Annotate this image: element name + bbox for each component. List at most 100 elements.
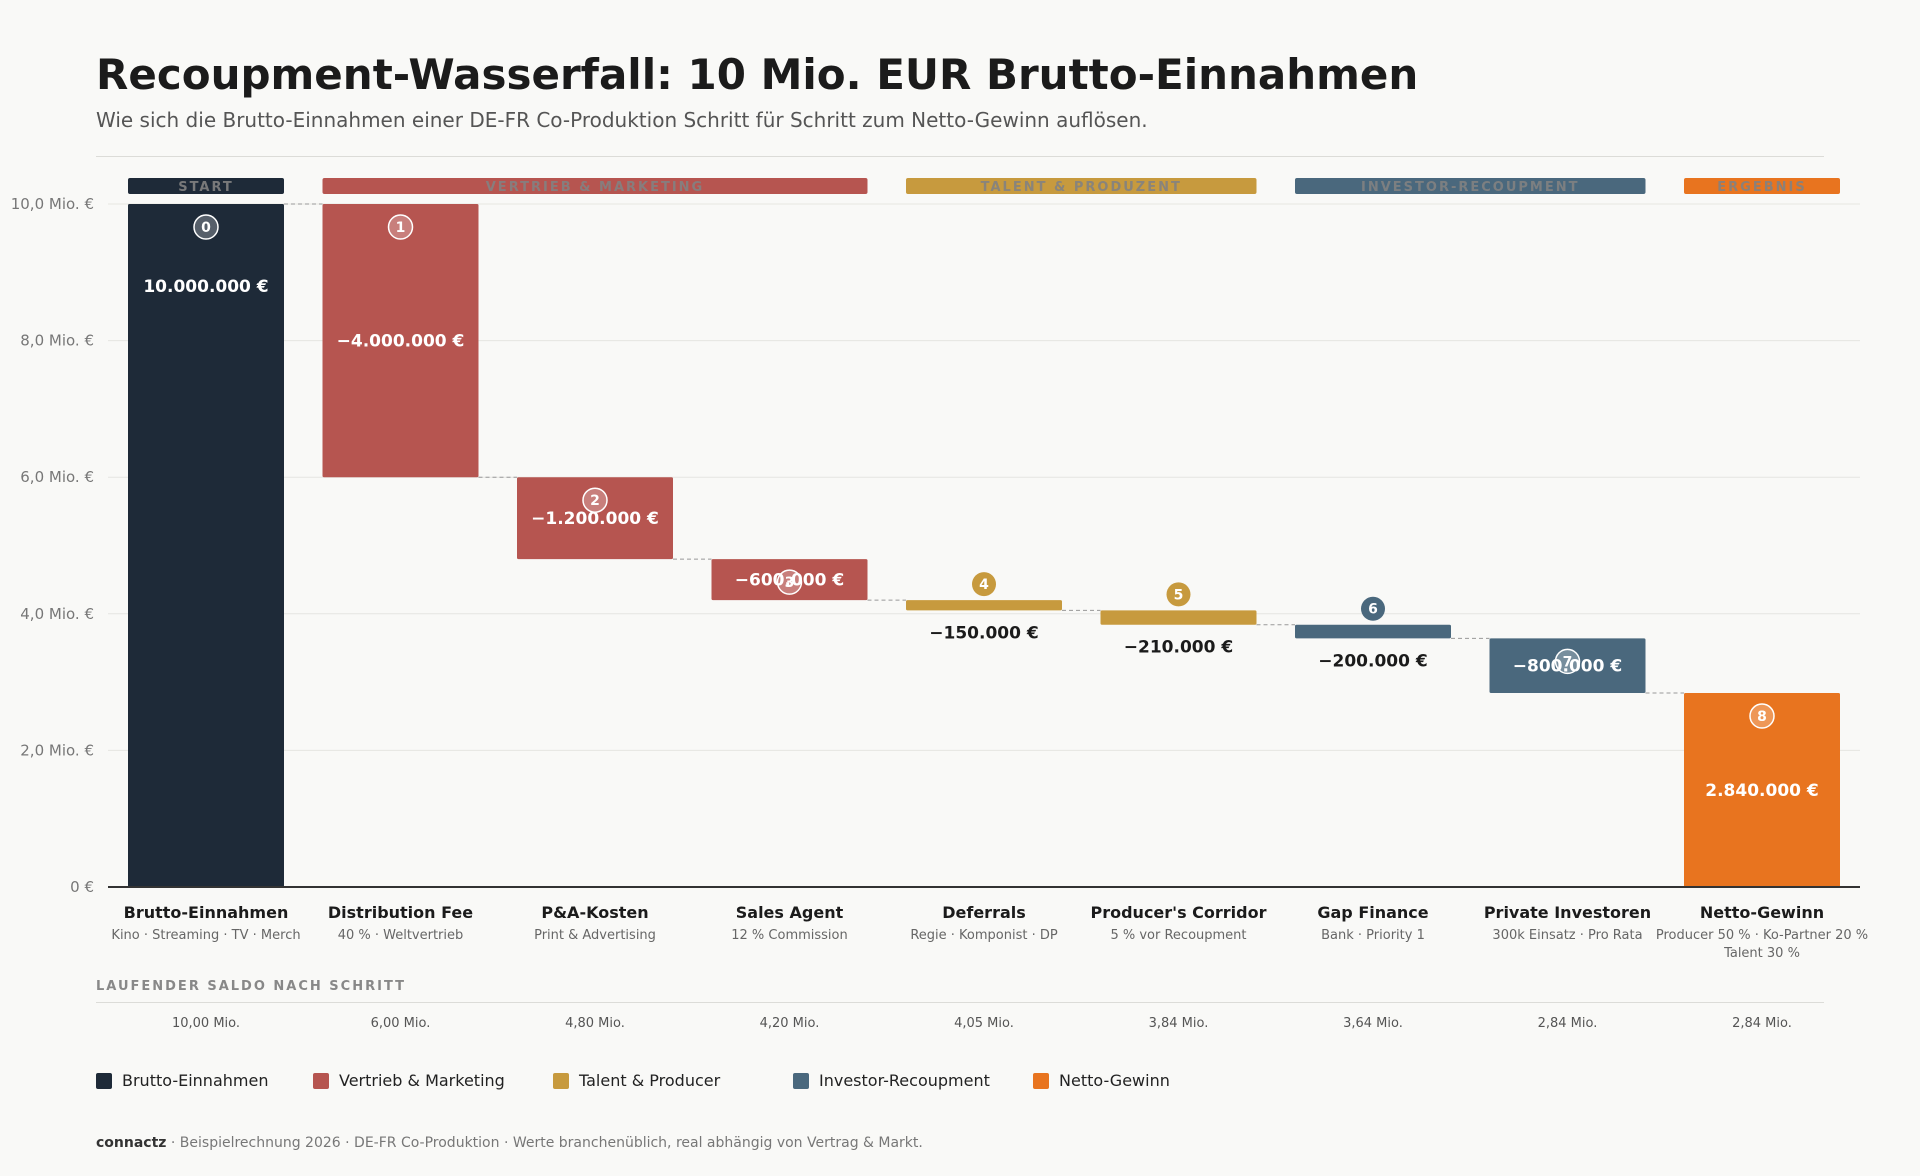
group-bar-ergebnis [1684,178,1840,194]
legend-label-vertrieb: Vertrieb & Marketing [339,1071,505,1090]
group-label-vertrieb-marketing: VERTRIEB & MARKETING [486,180,704,195]
step-badge-distribution-fee [387,214,414,240]
category-sublabel-producer-s-corridor: 5 % vor Recoupment [1110,928,1246,943]
legend-item-talent: Talent & Producer [553,1071,720,1090]
waterfall-chart: 0 € 2,0 Mio. € 4,0 Mio. € 6,0 Mio. € 8,0 Mio… [11,178,1868,961]
group-label-talent-produzent: TALENT & PRODUZENT [981,180,1182,195]
step-badge-private-investoren [1554,648,1581,675]
legend-item-brutto: Brutto-Einnahmen [96,1071,268,1090]
bar-netto-gewinn [1684,693,1840,887]
value-label-producer-s-corridor: −210.000 € [1124,638,1233,658]
footer-brand: connactz [96,1135,167,1151]
value-label-p-a-kosten: −1.200.000 € [531,509,659,529]
step-badge-sales-agent [776,569,803,595]
footer-text: · Beispielrechnung 2026 · DE-FR Co-Produ… [170,1135,923,1151]
legend-swatch-brutto [96,1072,112,1089]
running-balance-sales-agent: 4,20 Mio. [759,1016,820,1031]
legend-label-brutto: Brutto-Einnahmen [122,1071,269,1090]
legend-swatch-netto [1033,1072,1049,1089]
category-sublabel-private-investoren: 300k Einsatz · Pro Rata [1492,928,1642,943]
category-sublabel-brutto-einnahmen: Kino · Streaming · TV · Merch [111,928,300,943]
running-balance-distribution-fee: 6,00 Mio. [370,1016,431,1031]
legend-swatch-vertrieb [313,1072,329,1089]
legend-item-vertrieb: Vertrieb & Marketing [313,1071,505,1090]
step-number-private-investoren: 7 [1563,654,1573,670]
step-number-gap-finance: 6 [1368,602,1378,618]
category-sublabel-sales-agent: 12 % Commission [731,928,847,943]
step-badge-gap-finance [1361,596,1385,621]
bar-p-a-kosten [517,477,673,560]
bar-producer-s-corridor [1100,610,1257,625]
running-balance-producer-s-corridor: 3,84 Mio. [1148,1016,1209,1031]
category-label-netto-gewinn: Netto-Gewinn [1700,903,1824,922]
y-tick-label: 2,0 Mio. € [20,741,94,759]
running-balance-netto-gewinn: 2,84 Mio. [1732,1016,1792,1031]
category-sublabel-distribution-fee: 40 % · Weltvertrieb [338,928,464,943]
group-bar-investor-recoupment [1295,178,1646,194]
group-bar-talent-produzent [906,178,1257,194]
step-badge-netto-gewinn [1749,703,1775,729]
category-sublabel-p-a-kosten: Print & Advertising [534,928,656,943]
bar-distribution-fee [322,204,479,478]
bar-gap-finance [1295,624,1451,639]
legend-item-investor: Investor-Recoupment [793,1071,990,1090]
category-label-distribution-fee: Distribution Fee [328,903,473,922]
category-label-p-a-kosten: P&A-Kosten [541,903,648,922]
bar-brutto-einnahmen [128,204,284,887]
group-bar-start [128,178,284,194]
bar-deferrals [906,600,1062,611]
running-balance-brutto-einnahmen: 10,00 Mio. [171,1016,241,1031]
legend-label-netto: Netto-Gewinn [1059,1071,1170,1090]
value-label-private-investoren: −800.000 € [1513,657,1622,677]
step-badge-producer-s-corridor [1166,582,1191,607]
group-label-ergebnis: ERGEBNIS [1717,180,1806,195]
category-label-private-investoren: Private Investoren [1484,903,1651,922]
category-label-producer-s-corridor: Producer's Corridor [1090,903,1266,922]
group-bar-vertrieb-marketing [322,178,868,194]
running-balance-deferrals: 4,05 Mio. [954,1016,1014,1031]
category-label-sales-agent: Sales Agent [736,903,844,922]
step-badge-brutto-einnahmen [193,214,219,240]
value-label-brutto-einnahmen: 10.000.000 € [143,277,268,297]
category-sublabel-netto-gewinn: Producer 50 % · Ko-Partner 20 % [1656,928,1868,943]
legend-swatch-investor [793,1072,809,1089]
running-balance-p-a-kosten: 4,80 Mio. [565,1016,625,1031]
step-number-brutto-einnahmen: 0 [201,220,211,236]
category-sublabel-deferrals: Regie · Komponist · DP [910,928,1058,943]
step-number-p-a-kosten: 2 [590,493,600,509]
header-divider [96,156,1824,157]
chart-subtitle: Wie sich die Brutto-Einnahmen einer DE-F… [96,108,1148,132]
group-label-investor-recoupment: INVESTOR-RECOUPMENT [1361,180,1579,195]
group-label-start: START [178,180,234,195]
step-number-producer-s-corridor: 5 [1174,587,1184,603]
y-tick-label: 0 € [70,878,94,896]
y-tick-label: 4,0 Mio. € [20,605,94,623]
chart-title: Recoupment-Wasserfall: 10 Mio. EUR Brutt… [96,50,1419,99]
step-number-distribution-fee: 1 [396,220,406,236]
category-label-gap-finance: Gap Finance [1317,903,1428,922]
value-label-distribution-fee: −4.000.000 € [337,332,465,352]
y-tick-label: 8,0 Mio. € [20,332,94,350]
step-badge-p-a-kosten [582,487,608,513]
running-balance-label: LAUFENDER SALDO NACH SCHRITT [96,979,406,994]
step-number-sales-agent: 3 [785,575,795,591]
y-tick-label: 10,0 Mio. € [11,195,94,213]
legend-label-investor: Investor-Recoupment [819,1071,990,1090]
y-tick-label: 6,0 Mio. € [20,468,94,486]
value-label-netto-gewinn: 2.840.000 € [1705,781,1818,801]
step-number-netto-gewinn: 8 [1757,709,1767,725]
footer: connactz · Beispielrechnung 2026 · DE-FR… [96,1135,923,1151]
category-sublabel2-netto-gewinn: Talent 30 % [1723,946,1800,961]
value-label-gap-finance: −200.000 € [1318,651,1427,671]
bar-private-investoren [1489,638,1646,694]
category-sublabel-gap-finance: Bank · Priority 1 [1321,928,1425,943]
running-balance-gap-finance: 3,64 Mio. [1343,1016,1403,1031]
legend-swatch-talent [553,1072,569,1089]
legend-label-talent: Talent & Producer [579,1071,721,1090]
step-number-deferrals: 4 [979,577,989,593]
value-label-deferrals: −150.000 € [929,623,1038,643]
legend-item-netto: Netto-Gewinn [1033,1071,1170,1090]
category-label-brutto-einnahmen: Brutto-Einnahmen [124,903,289,922]
value-label-sales-agent: −600.000 € [735,571,844,591]
step-badge-deferrals [972,572,996,597]
